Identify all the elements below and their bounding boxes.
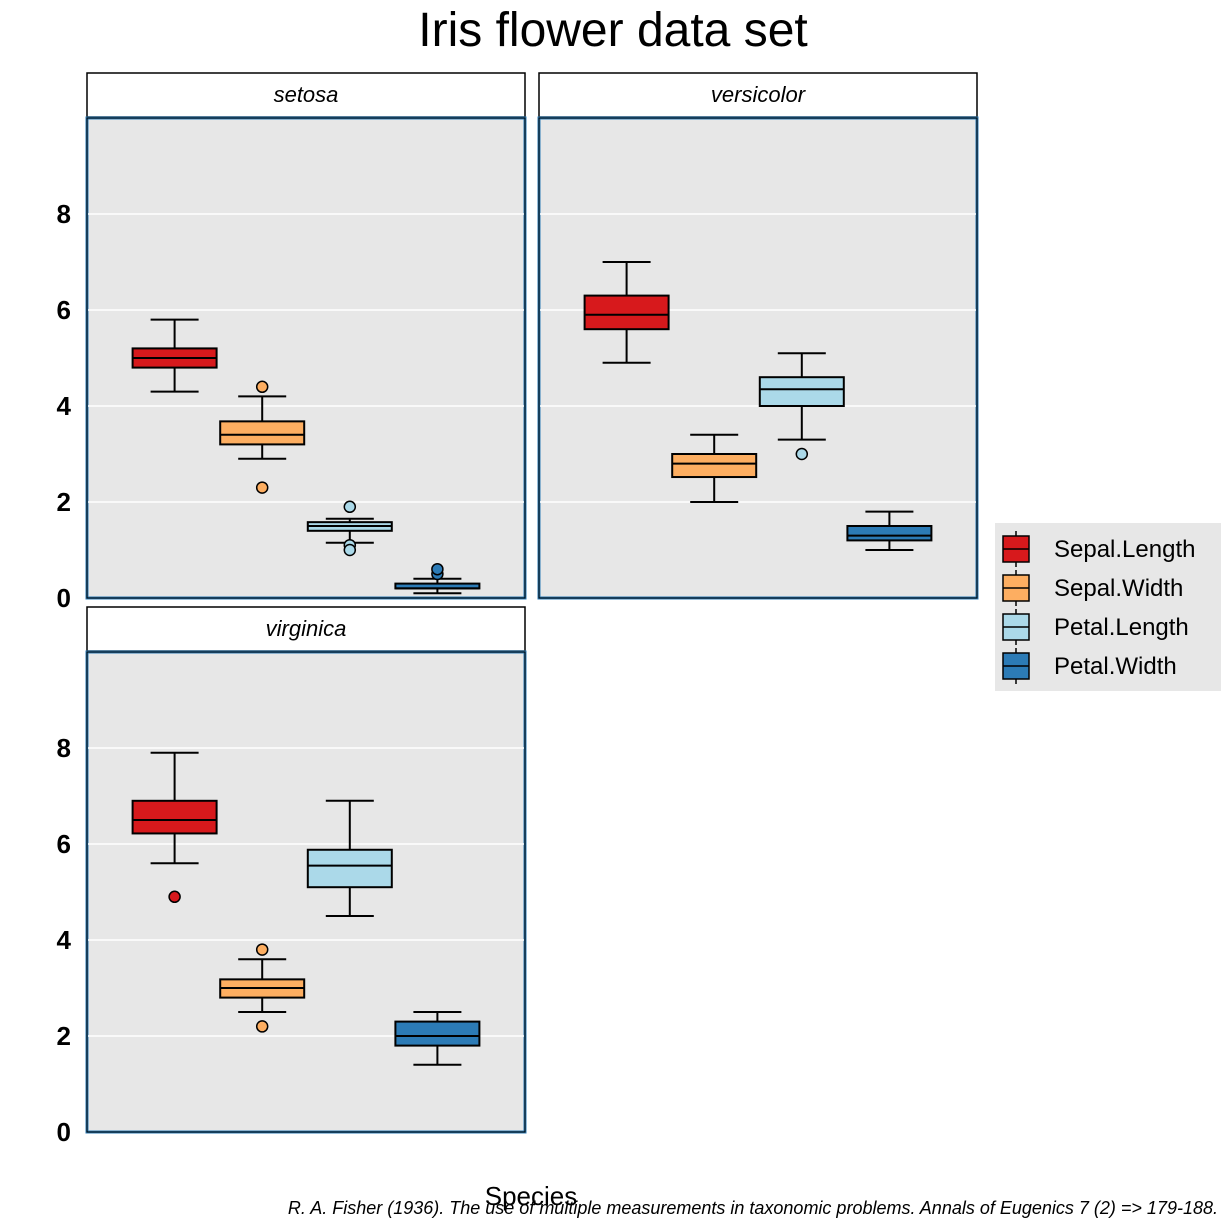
- box-sepal-width: [219, 380, 306, 494]
- box-petal-width: [394, 562, 481, 595]
- legend-label: Sepal.Length: [1054, 536, 1195, 563]
- legend-label: Sepal.Width: [1054, 575, 1183, 602]
- panel-border: [86, 117, 526, 599]
- legend-background: [995, 523, 1221, 691]
- facet-panel-virginica: virginica 0 2 4 6 8: [57, 606, 527, 1147]
- outlier-point: [255, 481, 269, 494]
- y-tick-label: 8: [57, 733, 71, 763]
- facet-strip-label: setosa: [274, 82, 339, 107]
- legend-key-sepal-length: [1002, 531, 1030, 567]
- y-tick-label: 4: [57, 925, 72, 955]
- legend: Sepal.Length Sepal.Width Petal.Length Petal…: [995, 523, 1221, 691]
- panel-background: [537, 116, 979, 600]
- outlier-point: [255, 1020, 269, 1033]
- legend-key-petal-width: [1002, 648, 1030, 684]
- outlier-point: [168, 890, 181, 904]
- facet-panel-versicolor: versicolor: [537, 72, 979, 600]
- legend-label: Petal.Length: [1054, 614, 1189, 641]
- box-petal-length: [758, 352, 845, 461]
- facet-strip: [86, 606, 526, 652]
- facet-strip-label: virginica: [266, 616, 347, 641]
- box-iqr: [583, 294, 670, 331]
- outlier-point: [343, 543, 357, 557]
- legend-label: Petal.Width: [1054, 653, 1177, 680]
- box-petal-width: [394, 1011, 481, 1066]
- x-axis-label: Species: [485, 1181, 578, 1211]
- y-tick-label: 0: [57, 583, 71, 613]
- y-tick-label: 4: [57, 391, 72, 421]
- y-axis: 0 2 4 6 8: [57, 199, 72, 613]
- box-petal-length: [306, 500, 393, 557]
- box-iqr: [131, 799, 218, 835]
- box-sepal-length: [131, 751, 218, 904]
- legend-key-petal-length: [1002, 609, 1030, 645]
- box-sepal-length: [583, 261, 670, 364]
- facet-strip: [538, 72, 978, 118]
- gridlines: [88, 213, 524, 503]
- y-tick-label: 6: [57, 295, 71, 325]
- box-sepal-length: [131, 318, 218, 393]
- chart-caption: R. A. Fisher (1936). The use of multiple…: [288, 1198, 1218, 1218]
- y-tick-label: 8: [57, 199, 71, 229]
- chart-title: Iris flower data set: [418, 4, 807, 57]
- outlier-point: [255, 943, 269, 956]
- y-axis: 0 2 4 6 8: [57, 733, 72, 1147]
- box-iqr: [671, 453, 758, 479]
- box-iqr: [219, 420, 306, 446]
- facet-panel-setosa: setosa 0 2 4 6 8: [57, 72, 527, 613]
- facet-strip: [86, 72, 526, 118]
- panel-background: [85, 650, 527, 1134]
- legend-key-sepal-width: [1002, 570, 1030, 606]
- panel-border: [86, 651, 526, 1133]
- facet-panels: setosa 0 2 4 6 8 versicolor virginica 0 2 4 6 8: [57, 72, 979, 1147]
- outlier-point: [431, 562, 444, 576]
- box-iqr: [306, 848, 393, 889]
- box-iqr: [758, 376, 845, 408]
- y-tick-label: 6: [57, 829, 71, 859]
- outlier-point: [795, 447, 809, 461]
- box-iqr: [846, 525, 933, 542]
- box-petal-length: [306, 799, 393, 917]
- box-iqr: [394, 1020, 481, 1047]
- y-tick-label: 2: [57, 1021, 71, 1051]
- box-petal-width: [846, 510, 933, 551]
- outlier-point: [343, 500, 357, 514]
- panel-border: [538, 117, 978, 599]
- outlier-point: [255, 380, 269, 394]
- y-tick-label: 2: [57, 487, 71, 517]
- y-tick-label: 0: [57, 1117, 71, 1147]
- facet-strip-label: versicolor: [711, 82, 807, 107]
- box-sepal-width: [219, 943, 306, 1033]
- box-sepal-width: [671, 433, 758, 503]
